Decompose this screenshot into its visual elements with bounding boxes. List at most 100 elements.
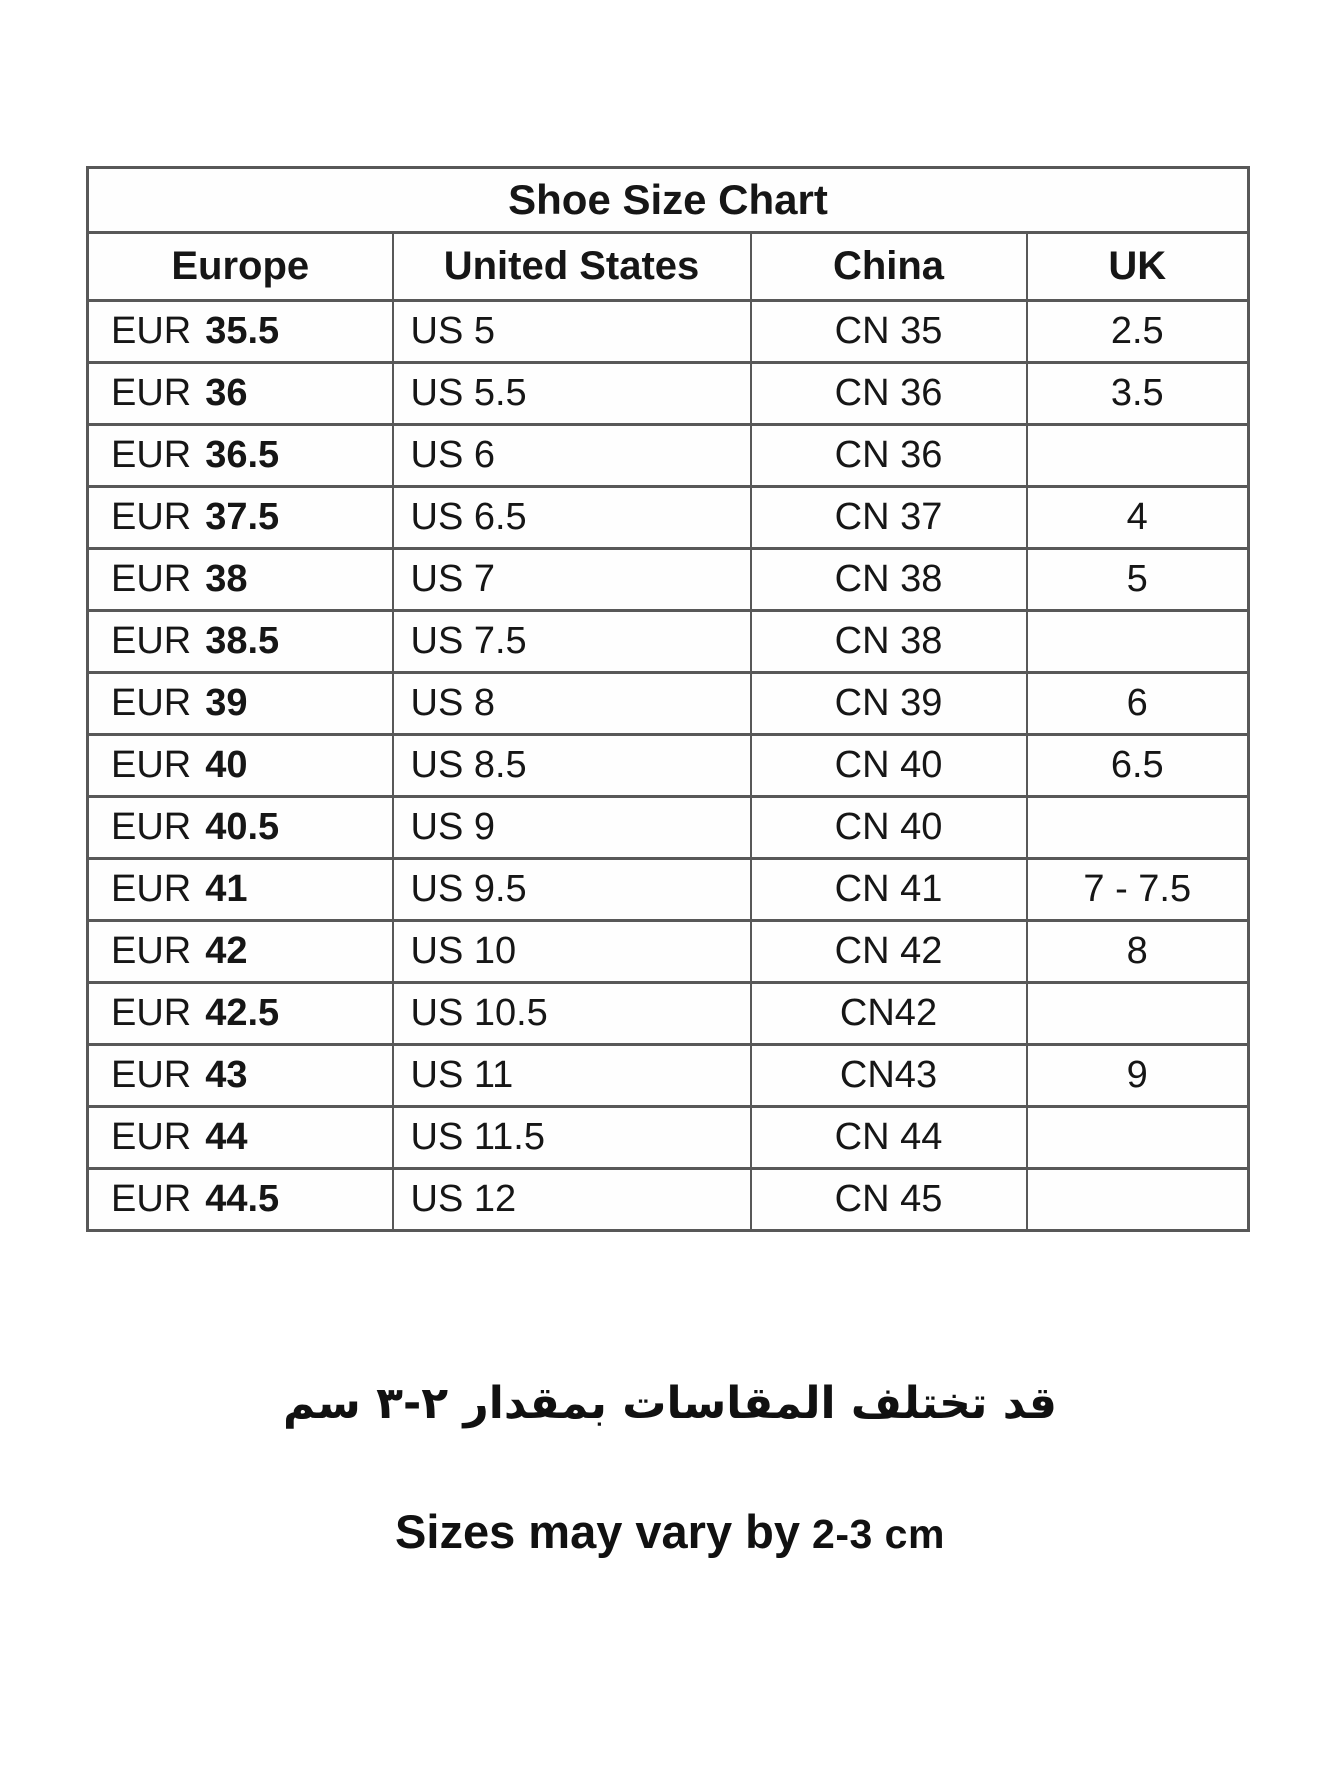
eur-size-value: 43 (205, 1054, 248, 1096)
cell-china: CN 44 (749, 1105, 1028, 1170)
cell-uk (1025, 1167, 1250, 1232)
cell-uk: 4 (1025, 485, 1250, 550)
cell-us: US 6.5 (391, 485, 752, 550)
cell-china: CN 40 (749, 795, 1028, 860)
cell-europe: EUR 40 (86, 733, 394, 798)
column-header-united-states: United States (391, 231, 752, 302)
cell-china: CN 45 (749, 1167, 1028, 1232)
cell-europe: EUR 42.5 (86, 981, 394, 1046)
eur-size-value: 38.5 (205, 620, 280, 662)
cell-europe: EUR 36 (86, 361, 394, 426)
eur-prefix: EUR (111, 682, 192, 724)
cell-uk: 9 (1025, 1043, 1250, 1108)
column-header-china: China (749, 231, 1028, 302)
cell-uk (1025, 1105, 1250, 1170)
cell-china: CN 38 (749, 547, 1028, 612)
eur-size-value: 35.5 (205, 310, 280, 352)
eur-size-value: 42 (205, 930, 248, 972)
column-header-uk: UK (1025, 231, 1250, 302)
table-row: EUR 36 US 5.5 CN 36 3.5 (86, 361, 1250, 426)
cell-europe: EUR 44 (86, 1105, 394, 1170)
cell-uk: 7 - 7.5 (1025, 857, 1250, 922)
cell-europe: EUR 38 (86, 547, 394, 612)
table-row: EUR 41 US 9.5 CN 41 7 - 7.5 (86, 857, 1250, 922)
eur-size-value: 36.5 (205, 434, 280, 476)
table-row: EUR 40.5 US 9 CN 40 (86, 795, 1250, 860)
cell-china: CN 37 (749, 485, 1028, 550)
cell-uk (1025, 609, 1250, 674)
note-arabic: قد تختلف المقاسات بمقدار ٢-٣ سم (283, 1378, 1057, 1429)
cell-china: CN43 (749, 1043, 1028, 1108)
cell-china: CN 36 (749, 423, 1028, 488)
table-row: EUR 42 US 10 CN 42 8 (86, 919, 1250, 984)
cell-us: US 8.5 (391, 733, 752, 798)
cell-europe: EUR 43 (86, 1043, 394, 1108)
cell-us: US 7 (391, 547, 752, 612)
cell-uk: 8 (1025, 919, 1250, 984)
eur-size-value: 44.5 (205, 1178, 280, 1220)
eur-prefix: EUR (111, 744, 192, 786)
table-row: EUR 37.5 US 6.5 CN 37 4 (86, 485, 1250, 550)
table-title: Shoe Size Chart (86, 166, 1250, 234)
eur-size-value: 40 (205, 744, 248, 786)
cell-us: US 8 (391, 671, 752, 736)
cell-uk: 2.5 (1025, 299, 1250, 364)
table-row: EUR 36.5 US 6 CN 36 (86, 423, 1250, 488)
cell-us: US 9.5 (391, 857, 752, 922)
eur-size-value: 40.5 (205, 806, 280, 848)
cell-china: CN 39 (749, 671, 1028, 736)
eur-prefix: EUR (111, 310, 192, 352)
eur-prefix: EUR (111, 372, 192, 414)
note-english-range: 2-3 cm (812, 1511, 945, 1557)
eur-prefix: EUR (111, 1178, 192, 1220)
cell-europe: EUR 42 (86, 919, 394, 984)
table-title-row: Shoe Size Chart (86, 166, 1250, 234)
table-row: EUR 35.5 US 5 CN 35 2.5 (86, 299, 1250, 364)
table-header-row: Europe United States China UK (86, 231, 1250, 302)
eur-prefix: EUR (111, 558, 192, 600)
cell-europe: EUR 38.5 (86, 609, 394, 674)
eur-size-value: 42.5 (205, 992, 280, 1034)
eur-prefix: EUR (111, 620, 192, 662)
cell-us: US 5 (391, 299, 752, 364)
note-english-text: Sizes may vary by (395, 1505, 801, 1558)
table-body: EUR 35.5 US 5 CN 35 2.5 EUR 36 US 5.5 CN 36 3.5 EU… (86, 299, 1250, 1232)
table-row: EUR 39 US 8 CN 39 6 (86, 671, 1250, 736)
cell-us: US 7.5 (391, 609, 752, 674)
cell-europe: EUR 44.5 (86, 1167, 394, 1232)
cell-europe: EUR 41 (86, 857, 394, 922)
cell-us: US 5.5 (391, 361, 752, 426)
cell-uk: 6.5 (1025, 733, 1250, 798)
cell-china: CN 38 (749, 609, 1028, 674)
table-row: EUR 43 US 11 CN43 9 (86, 1043, 1250, 1108)
eur-prefix: EUR (111, 1116, 192, 1158)
cell-us: US 12 (391, 1167, 752, 1232)
cell-us: US 11.5 (391, 1105, 752, 1170)
eur-prefix: EUR (111, 992, 192, 1034)
eur-size-value: 37.5 (205, 496, 280, 538)
cell-us: US 6 (391, 423, 752, 488)
table-row: EUR 38.5 US 7.5 CN 38 (86, 609, 1250, 674)
cell-china: CN42 (749, 981, 1028, 1046)
eur-size-value: 36 (205, 372, 248, 414)
cell-china: CN 36 (749, 361, 1028, 426)
eur-size-value: 38 (205, 558, 248, 600)
eur-size-value: 39 (205, 682, 248, 724)
table-row: EUR 44.5 US 12 CN 45 (86, 1167, 1250, 1232)
cell-uk (1025, 981, 1250, 1046)
eur-prefix: EUR (111, 868, 192, 910)
cell-us: US 10.5 (391, 981, 752, 1046)
shoe-size-table: Shoe Size Chart Europe United States Chi… (86, 166, 1250, 1232)
cell-uk: 6 (1025, 671, 1250, 736)
cell-europe: EUR 36.5 (86, 423, 394, 488)
eur-prefix: EUR (111, 1054, 192, 1096)
cell-china: CN 40 (749, 733, 1028, 798)
cell-china: CN 42 (749, 919, 1028, 984)
table-row: EUR 44 US 11.5 CN 44 (86, 1105, 1250, 1170)
eur-prefix: EUR (111, 806, 192, 848)
table-row: EUR 38 US 7 CN 38 5 (86, 547, 1250, 612)
cell-us: US 11 (391, 1043, 752, 1108)
eur-prefix: EUR (111, 930, 192, 972)
cell-us: US 10 (391, 919, 752, 984)
eur-size-value: 41 (205, 868, 248, 910)
